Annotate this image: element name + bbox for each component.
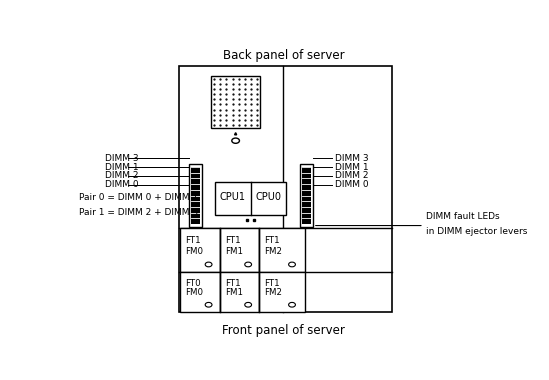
Text: DIMM fault LEDs
in DIMM ejector levers: DIMM fault LEDs in DIMM ejector levers xyxy=(426,212,528,236)
Text: DIMM 2: DIMM 2 xyxy=(334,171,368,180)
Text: FT1: FT1 xyxy=(265,236,280,245)
Text: FM2: FM2 xyxy=(265,288,282,298)
Text: DIMM 3: DIMM 3 xyxy=(105,154,138,163)
Bar xyxy=(259,272,305,312)
Text: DIMM 1: DIMM 1 xyxy=(105,163,138,171)
Bar xyxy=(302,167,311,224)
Text: Pair 0 = DIMM 0 + DIMM 1
Pair 1 = DIMM 2 + DIMM 3: Pair 0 = DIMM 0 + DIMM 1 Pair 1 = DIMM 2… xyxy=(79,193,199,217)
Bar xyxy=(211,76,260,128)
Text: CPU0: CPU0 xyxy=(255,192,281,202)
FancyArrow shape xyxy=(234,133,237,135)
Text: FT1: FT1 xyxy=(185,236,201,245)
Text: FT1: FT1 xyxy=(265,279,280,288)
Circle shape xyxy=(245,262,251,267)
Bar xyxy=(189,164,202,227)
Circle shape xyxy=(205,262,212,267)
Bar xyxy=(191,167,200,224)
Text: CPU1: CPU1 xyxy=(220,192,246,202)
Text: Front panel of server: Front panel of server xyxy=(222,325,345,337)
Text: FM0: FM0 xyxy=(185,247,203,256)
Bar xyxy=(180,272,220,312)
Text: FM0: FM0 xyxy=(185,288,203,298)
Text: DIMM 0: DIMM 0 xyxy=(334,180,368,189)
Text: DIMM 0: DIMM 0 xyxy=(105,180,138,189)
Text: FT1: FT1 xyxy=(225,236,240,245)
Bar xyxy=(220,228,259,272)
Text: DIMM 2: DIMM 2 xyxy=(105,171,138,180)
Text: FT1: FT1 xyxy=(225,279,240,288)
Text: DIMM 1: DIMM 1 xyxy=(334,163,368,171)
Bar xyxy=(220,272,259,312)
Text: FM2: FM2 xyxy=(265,247,282,256)
Text: DIMM 3: DIMM 3 xyxy=(334,154,368,163)
Bar xyxy=(215,182,285,215)
Text: Back panel of server: Back panel of server xyxy=(223,49,344,62)
Text: FT0: FT0 xyxy=(185,279,201,288)
Bar xyxy=(179,66,392,312)
Bar xyxy=(180,228,220,272)
Text: FM1: FM1 xyxy=(225,247,243,256)
Text: FM1: FM1 xyxy=(225,288,243,298)
Circle shape xyxy=(205,302,212,307)
Circle shape xyxy=(232,138,239,143)
Bar xyxy=(300,164,313,227)
Bar xyxy=(259,228,305,272)
Circle shape xyxy=(289,302,295,307)
Circle shape xyxy=(289,262,295,267)
Circle shape xyxy=(245,302,251,307)
